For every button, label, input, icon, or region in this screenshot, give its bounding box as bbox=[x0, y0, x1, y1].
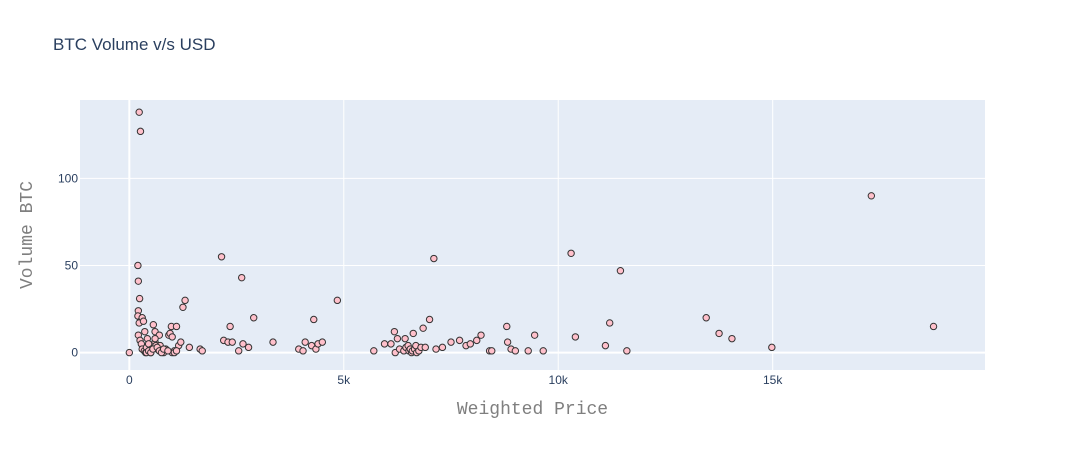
data-point bbox=[301, 338, 309, 346]
data-point bbox=[172, 347, 181, 355]
plot-area bbox=[80, 100, 985, 370]
data-point bbox=[401, 334, 409, 343]
data-point bbox=[234, 347, 243, 355]
data-point bbox=[141, 327, 149, 336]
data-point bbox=[390, 327, 399, 336]
x-tick-label: 5k bbox=[337, 373, 351, 387]
chart-title: BTC Volume v/s USD bbox=[53, 35, 216, 54]
y-tick-label: 50 bbox=[65, 258, 79, 272]
data-point bbox=[226, 322, 234, 331]
tick-labels: 0 5k 10k 15k 0 50 100 bbox=[58, 171, 783, 387]
data-point bbox=[524, 347, 532, 355]
data-point bbox=[172, 322, 181, 331]
data-point bbox=[181, 296, 189, 305]
data-point bbox=[488, 347, 496, 355]
data-point bbox=[503, 338, 512, 346]
data-point bbox=[623, 347, 631, 355]
data-point bbox=[250, 314, 258, 322]
data-point bbox=[473, 336, 481, 345]
data-point bbox=[237, 273, 246, 282]
data-point bbox=[768, 343, 776, 352]
data-point bbox=[228, 338, 236, 346]
data-point bbox=[728, 334, 736, 343]
data-point bbox=[393, 334, 402, 343]
data-point bbox=[601, 341, 610, 350]
data-point bbox=[198, 347, 206, 355]
data-point bbox=[134, 277, 143, 285]
data-point bbox=[217, 253, 226, 261]
data-point bbox=[455, 336, 464, 345]
data-point bbox=[477, 331, 485, 339]
data-point bbox=[380, 340, 389, 348]
data-point bbox=[134, 261, 142, 270]
data-points bbox=[125, 108, 938, 357]
data-point bbox=[447, 338, 455, 346]
data-point bbox=[177, 338, 185, 346]
data-point bbox=[929, 322, 938, 331]
x-axis-title: Weighted Price bbox=[457, 400, 608, 420]
data-point bbox=[299, 347, 307, 355]
data-point bbox=[318, 338, 327, 346]
data-point bbox=[466, 340, 475, 348]
data-point bbox=[539, 347, 547, 355]
data-point bbox=[387, 340, 395, 348]
data-point bbox=[310, 315, 318, 324]
data-point bbox=[135, 294, 144, 303]
y-tick-label: 100 bbox=[58, 171, 78, 185]
data-point bbox=[715, 329, 723, 338]
data-point bbox=[136, 127, 145, 136]
y-axis-title: Volume BTC bbox=[18, 181, 38, 289]
data-point bbox=[125, 348, 134, 357]
data-point bbox=[438, 343, 447, 352]
x-tick-label: 15k bbox=[763, 373, 783, 387]
data-point bbox=[179, 303, 187, 311]
data-point bbox=[702, 314, 710, 322]
data-point bbox=[151, 334, 159, 343]
data-point bbox=[419, 324, 427, 332]
data-point bbox=[149, 321, 158, 329]
y-tick-label: 0 bbox=[71, 346, 78, 360]
data-point bbox=[139, 317, 148, 325]
data-point bbox=[530, 331, 539, 339]
data-point bbox=[421, 343, 429, 352]
data-point bbox=[606, 319, 614, 327]
data-point bbox=[239, 340, 247, 348]
x-tick-label: 10k bbox=[549, 373, 569, 387]
grid bbox=[80, 100, 985, 370]
data-point bbox=[567, 249, 575, 257]
data-point bbox=[409, 329, 417, 338]
x-tick-label: 0 bbox=[126, 373, 133, 387]
data-point bbox=[432, 345, 440, 353]
data-point bbox=[571, 333, 580, 341]
data-point bbox=[135, 108, 143, 116]
data-point bbox=[370, 347, 378, 355]
data-point bbox=[244, 343, 253, 352]
data-point bbox=[616, 267, 625, 275]
data-point bbox=[503, 322, 511, 331]
data-point bbox=[185, 343, 194, 352]
data-point bbox=[425, 315, 434, 324]
data-point bbox=[269, 338, 277, 346]
data-point bbox=[333, 296, 342, 305]
data-point bbox=[511, 347, 520, 355]
data-point bbox=[867, 192, 876, 200]
data-point bbox=[168, 333, 176, 341]
data-point bbox=[164, 347, 172, 355]
data-point bbox=[430, 254, 438, 263]
